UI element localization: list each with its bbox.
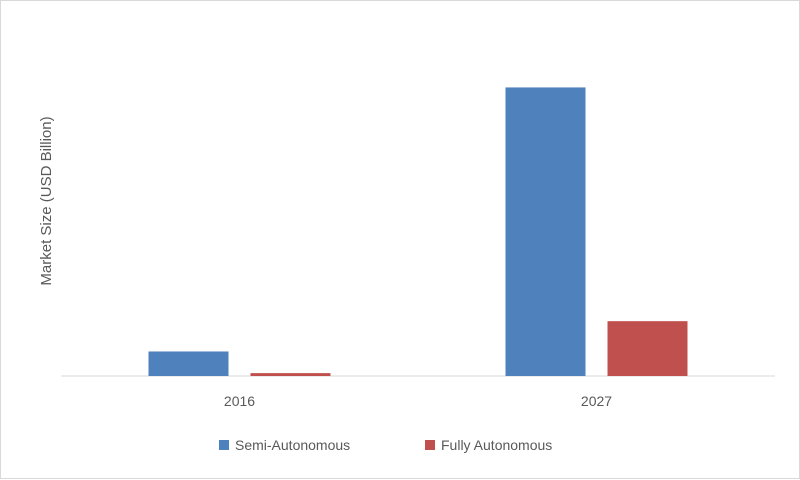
y-axis-title: Market Size (USD Billion) [38, 116, 55, 285]
legend-label: Fully Autonomous [441, 437, 552, 453]
bars-group [148, 87, 688, 376]
legend-label: Semi-Autonomous [235, 437, 350, 453]
bar-semi-autonomous-2027 [505, 87, 586, 376]
bar-fully-autonomous-2016 [250, 373, 331, 376]
legend-swatch-fully-autonomous [425, 440, 435, 450]
legend-swatch-semi-autonomous [219, 440, 229, 450]
x-tick-label: 2016 [224, 393, 255, 409]
bar-fully-autonomous-2027 [607, 321, 688, 376]
legend: Semi-Autonomous Fully Autonomous [219, 437, 552, 453]
bar-semi-autonomous-2016 [148, 351, 229, 376]
x-tick-label: 2027 [581, 393, 612, 409]
x-tick-labels: 2016 2027 [224, 393, 612, 409]
